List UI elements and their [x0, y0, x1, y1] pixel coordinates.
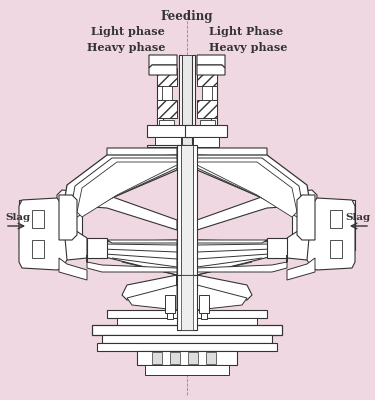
Polygon shape — [25, 228, 31, 234]
Text: Slag: Slag — [5, 214, 30, 222]
Polygon shape — [197, 240, 277, 275]
Polygon shape — [162, 86, 172, 100]
Polygon shape — [197, 275, 252, 300]
Polygon shape — [292, 198, 302, 253]
Polygon shape — [87, 238, 107, 258]
Polygon shape — [127, 275, 177, 310]
Polygon shape — [137, 351, 237, 365]
Polygon shape — [197, 100, 217, 118]
Polygon shape — [102, 335, 272, 343]
Polygon shape — [59, 195, 77, 240]
Polygon shape — [155, 137, 181, 147]
Text: Heavy phase: Heavy phase — [87, 42, 165, 53]
Polygon shape — [202, 86, 212, 100]
Polygon shape — [122, 275, 177, 300]
Polygon shape — [57, 200, 72, 240]
Polygon shape — [147, 145, 185, 147]
Text: Light phase: Light phase — [91, 26, 165, 37]
Polygon shape — [19, 200, 27, 250]
Text: Feeding: Feeding — [161, 10, 213, 23]
Polygon shape — [25, 210, 57, 222]
Polygon shape — [70, 158, 177, 218]
Polygon shape — [157, 58, 163, 148]
Polygon shape — [117, 318, 257, 325]
Polygon shape — [165, 295, 175, 313]
Polygon shape — [307, 198, 355, 270]
Polygon shape — [177, 145, 197, 275]
Polygon shape — [97, 240, 177, 243]
Polygon shape — [197, 65, 225, 75]
Polygon shape — [185, 125, 227, 137]
Polygon shape — [97, 240, 177, 275]
Polygon shape — [330, 210, 342, 228]
Polygon shape — [92, 325, 282, 335]
Polygon shape — [107, 148, 177, 158]
Polygon shape — [343, 213, 349, 219]
Polygon shape — [181, 145, 193, 275]
Polygon shape — [197, 190, 317, 230]
Polygon shape — [197, 240, 277, 243]
Polygon shape — [201, 313, 207, 319]
Text: Slag: Slag — [345, 214, 370, 222]
Polygon shape — [317, 225, 349, 237]
Polygon shape — [197, 275, 247, 310]
Polygon shape — [25, 225, 57, 237]
Polygon shape — [267, 238, 287, 258]
Polygon shape — [179, 55, 182, 170]
Polygon shape — [206, 352, 216, 364]
Polygon shape — [72, 198, 82, 253]
Polygon shape — [211, 58, 217, 148]
Polygon shape — [197, 162, 297, 217]
Polygon shape — [19, 198, 67, 270]
Polygon shape — [197, 155, 312, 220]
Polygon shape — [97, 343, 277, 351]
Polygon shape — [347, 200, 355, 250]
Polygon shape — [287, 258, 315, 280]
Polygon shape — [197, 148, 267, 158]
Polygon shape — [22, 205, 72, 240]
Polygon shape — [182, 55, 195, 170]
Text: Heavy phase: Heavy phase — [209, 42, 287, 53]
Polygon shape — [317, 210, 349, 222]
Polygon shape — [145, 365, 229, 375]
Polygon shape — [188, 352, 198, 364]
Polygon shape — [197, 55, 225, 68]
Polygon shape — [87, 255, 177, 272]
Polygon shape — [199, 295, 209, 313]
Polygon shape — [302, 200, 317, 240]
Polygon shape — [32, 210, 44, 228]
Polygon shape — [57, 225, 87, 260]
Polygon shape — [200, 120, 215, 128]
Text: Light Phase: Light Phase — [209, 26, 283, 37]
Polygon shape — [297, 195, 315, 240]
Polygon shape — [197, 158, 304, 218]
Polygon shape — [147, 125, 189, 137]
Polygon shape — [197, 68, 217, 86]
Polygon shape — [197, 255, 287, 272]
Polygon shape — [59, 258, 87, 280]
Polygon shape — [170, 352, 180, 364]
Polygon shape — [192, 55, 195, 170]
Polygon shape — [159, 120, 174, 128]
Polygon shape — [330, 240, 342, 258]
Polygon shape — [57, 190, 177, 230]
Polygon shape — [25, 213, 31, 219]
Polygon shape — [287, 225, 317, 260]
Polygon shape — [152, 352, 162, 364]
Polygon shape — [32, 240, 44, 258]
Polygon shape — [62, 155, 177, 220]
Polygon shape — [157, 100, 177, 118]
Polygon shape — [343, 228, 349, 234]
Polygon shape — [77, 162, 177, 217]
Polygon shape — [302, 205, 352, 240]
Polygon shape — [167, 313, 173, 319]
Polygon shape — [193, 137, 219, 147]
Polygon shape — [107, 310, 267, 318]
Polygon shape — [149, 65, 177, 75]
Polygon shape — [181, 275, 193, 330]
Polygon shape — [149, 55, 177, 68]
Polygon shape — [177, 275, 197, 330]
Polygon shape — [157, 68, 177, 86]
